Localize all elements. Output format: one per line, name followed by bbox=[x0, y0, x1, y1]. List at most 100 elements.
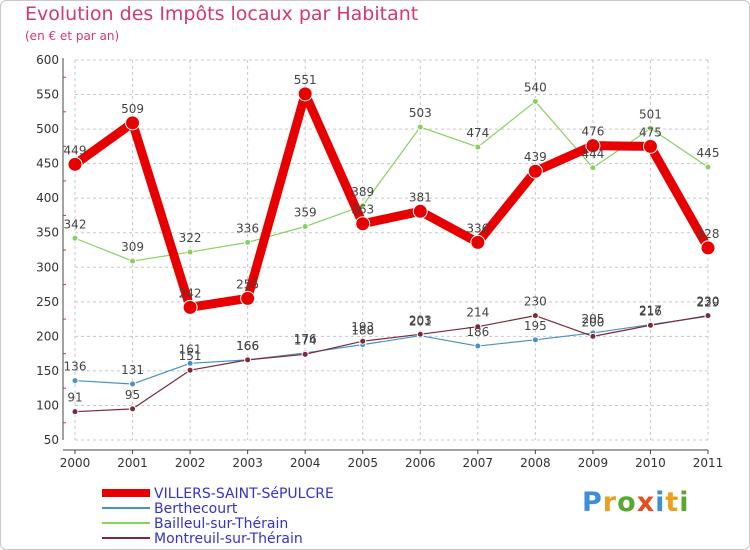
y-tick-label: 350 bbox=[36, 226, 59, 240]
legend-label: VILLERS-SAINT-SéPULCRE bbox=[154, 486, 334, 502]
logo-letter: i bbox=[655, 487, 666, 518]
series-berthecourt bbox=[71, 312, 712, 388]
data-point bbox=[71, 408, 79, 416]
data-point bbox=[244, 356, 252, 364]
data-point bbox=[531, 336, 539, 344]
logo-letter: o bbox=[617, 487, 637, 518]
data-label: 445 bbox=[697, 146, 720, 160]
logo-letter: i bbox=[679, 487, 690, 518]
x-tick-label: 2002 bbox=[175, 456, 206, 470]
data-label: 474 bbox=[466, 126, 489, 140]
y-tick-label: 300 bbox=[36, 260, 59, 274]
data-point bbox=[125, 115, 141, 131]
data-point bbox=[301, 223, 309, 231]
data-label: 551 bbox=[294, 73, 317, 87]
series-villers-saint-s-pulcre bbox=[67, 86, 716, 315]
data-label: 216 bbox=[639, 304, 662, 318]
x-tick-label: 2007 bbox=[463, 456, 494, 470]
y-tick-label: 550 bbox=[36, 88, 59, 102]
data-label: 214 bbox=[466, 306, 489, 320]
y-tick-label: 250 bbox=[36, 295, 59, 309]
data-point bbox=[359, 202, 367, 210]
y-tick-label: 50 bbox=[44, 433, 59, 447]
y-tick-label: 450 bbox=[36, 157, 59, 171]
data-label: 201 bbox=[409, 315, 432, 329]
data-point bbox=[182, 299, 198, 315]
data-point bbox=[470, 234, 486, 250]
data-point bbox=[416, 330, 424, 338]
logo-letter: t bbox=[665, 487, 680, 518]
x-tick-label: 2009 bbox=[578, 456, 609, 470]
data-label: 359 bbox=[294, 206, 317, 220]
data-label: 449 bbox=[64, 143, 87, 157]
data-label: 439 bbox=[524, 150, 547, 164]
legend: VILLERS-SAINT-SéPULCREBerthecourtBailleu… bbox=[102, 486, 334, 547]
data-label: 95 bbox=[125, 388, 140, 402]
data-point bbox=[186, 359, 194, 367]
data-point bbox=[474, 323, 482, 331]
data-label: 342 bbox=[64, 217, 87, 231]
x-tick-label: 2001 bbox=[117, 456, 148, 470]
data-point bbox=[71, 377, 79, 385]
data-point bbox=[589, 164, 597, 172]
data-point bbox=[700, 240, 716, 256]
data-label: 229 bbox=[697, 295, 720, 309]
data-label: 176 bbox=[294, 332, 317, 346]
data-point bbox=[642, 138, 658, 154]
data-label: 503 bbox=[409, 106, 432, 120]
data-point bbox=[297, 86, 313, 102]
data-label: 336 bbox=[466, 221, 489, 235]
data-label: 363 bbox=[351, 203, 374, 217]
data-label: 161 bbox=[179, 342, 202, 356]
data-point bbox=[359, 337, 367, 345]
data-point bbox=[129, 380, 137, 388]
x-tick-label: 2010 bbox=[635, 456, 666, 470]
data-label: 91 bbox=[67, 391, 82, 405]
data-point bbox=[186, 366, 194, 374]
data-point bbox=[646, 321, 654, 329]
series-line bbox=[74, 315, 709, 385]
x-tick-label: 2005 bbox=[347, 456, 378, 470]
series-bailleul-sur-th-rain bbox=[71, 97, 712, 265]
data-point bbox=[129, 405, 137, 413]
data-point bbox=[531, 97, 539, 105]
data-label: 205 bbox=[581, 312, 604, 326]
data-point bbox=[129, 257, 137, 265]
data-label: 230 bbox=[697, 295, 720, 309]
legend-label: Bailleul-sur-Thérain bbox=[154, 516, 288, 532]
axes: 50 100 150 200 250 300 350 400 450 500 550 600 2000 2… bbox=[36, 53, 723, 470]
y-tick-label: 600 bbox=[36, 53, 59, 67]
y-tick-label: 500 bbox=[36, 122, 59, 136]
series-line bbox=[72, 89, 712, 312]
legend-label: Montreuil-sur-Thérain bbox=[154, 531, 303, 547]
data-label: 186 bbox=[466, 325, 489, 339]
data-label: 381 bbox=[409, 190, 432, 204]
data-label: 444 bbox=[581, 147, 604, 161]
series-group bbox=[67, 86, 716, 416]
data-label: 203 bbox=[409, 313, 432, 327]
data-label: 200 bbox=[581, 315, 604, 329]
data-labels: 136 131 161 166 176 188 201 186 195 205 217 229 342 3… bbox=[64, 73, 720, 405]
data-point bbox=[186, 248, 194, 256]
data-point bbox=[355, 216, 371, 232]
proxiti-logo: Proxiti bbox=[582, 487, 690, 518]
data-point bbox=[527, 163, 543, 179]
data-label: 336 bbox=[236, 221, 259, 235]
data-point bbox=[474, 342, 482, 350]
data-point bbox=[704, 163, 712, 171]
series-montreuil-sur-th-rain bbox=[71, 312, 712, 416]
data-point bbox=[646, 124, 654, 132]
data-point bbox=[67, 156, 83, 172]
series-line bbox=[74, 315, 709, 413]
data-point bbox=[585, 138, 601, 154]
data-point bbox=[240, 290, 256, 306]
data-point bbox=[71, 234, 79, 242]
data-point bbox=[531, 312, 539, 320]
data-label: 131 bbox=[121, 363, 144, 377]
y-tick-label: 150 bbox=[36, 364, 59, 378]
data-label: 193 bbox=[351, 320, 374, 334]
chart-subtitle: (en € et par an) bbox=[25, 29, 120, 43]
series-line bbox=[74, 100, 709, 262]
data-label: 540 bbox=[524, 80, 547, 94]
